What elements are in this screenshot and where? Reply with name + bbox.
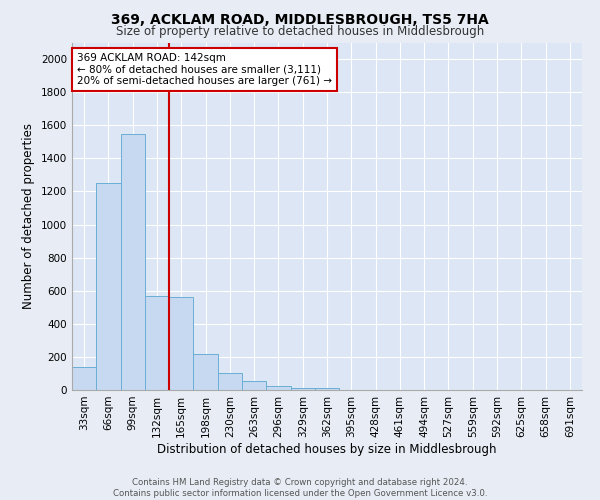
Bar <box>218 374 242 390</box>
Bar <box>72 367 96 390</box>
Bar <box>266 386 290 390</box>
Bar <box>96 183 121 390</box>
Bar <box>290 388 315 390</box>
Bar <box>193 354 218 390</box>
Text: Contains HM Land Registry data © Crown copyright and database right 2024.
Contai: Contains HM Land Registry data © Crown c… <box>113 478 487 498</box>
Text: Size of property relative to detached houses in Middlesbrough: Size of property relative to detached ho… <box>116 25 484 38</box>
Text: 369 ACKLAM ROAD: 142sqm
← 80% of detached houses are smaller (3,111)
20% of semi: 369 ACKLAM ROAD: 142sqm ← 80% of detache… <box>77 53 332 86</box>
X-axis label: Distribution of detached houses by size in Middlesbrough: Distribution of detached houses by size … <box>157 442 497 456</box>
Bar <box>242 381 266 390</box>
Bar <box>145 296 169 390</box>
Bar <box>169 298 193 390</box>
Bar <box>315 388 339 390</box>
Text: 369, ACKLAM ROAD, MIDDLESBROUGH, TS5 7HA: 369, ACKLAM ROAD, MIDDLESBROUGH, TS5 7HA <box>111 12 489 26</box>
Bar <box>121 134 145 390</box>
Y-axis label: Number of detached properties: Number of detached properties <box>22 123 35 309</box>
